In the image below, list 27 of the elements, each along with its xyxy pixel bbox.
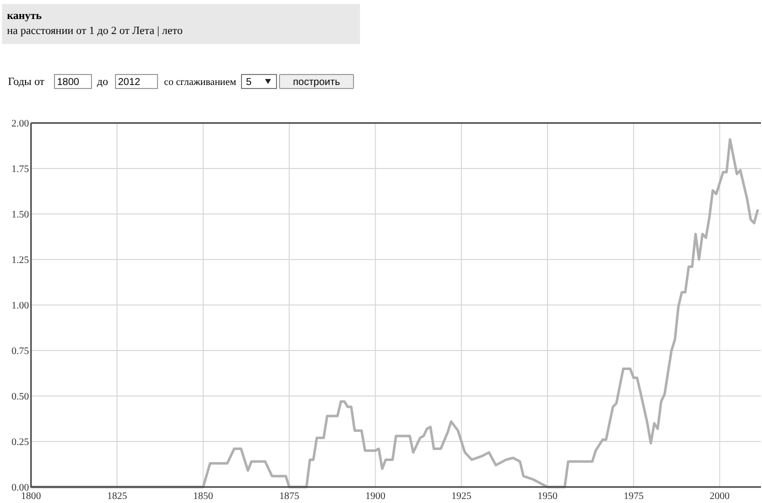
x-tick-label: 1825 [107,491,128,502]
y-tick-label: 0.00 [12,482,29,494]
x-tick-label: 1800 [21,491,41,502]
text: до [97,76,109,88]
y-tick-label: 1.25 [12,255,29,266]
x-tick-label: 1875 [279,491,300,502]
text: со сглаживанием [164,77,237,88]
y-tick-label: 2.00 [12,118,29,130]
text: Годы от [8,76,45,88]
chart-subtitle: на расстоянии от 1 до 2 от Лета | лето [7,25,184,37]
text: 1800 [57,77,80,88]
x-tick-label: 1900 [365,491,386,502]
x-tick-label: 2000 [710,491,730,502]
y-tick-label: 0.50 [12,392,29,402]
y-tick-label: 0.25 [12,437,29,448]
x-tick-label: 1975 [624,491,644,502]
x-tick-label: 1850 [193,491,214,502]
chart-title: кануть [7,10,42,22]
x-tick-label: 1925 [451,491,472,502]
y-tick-label: 1.50 [12,210,29,220]
y-tick-label: 1.00 [12,300,29,312]
text: 2012 [118,77,141,88]
y-tick-label: 1.75 [12,164,29,175]
y-tick-label: 0.75 [12,346,29,357]
text: построить [292,77,340,88]
x-tick-label: 1950 [538,491,558,502]
text: 5 [246,77,252,88]
